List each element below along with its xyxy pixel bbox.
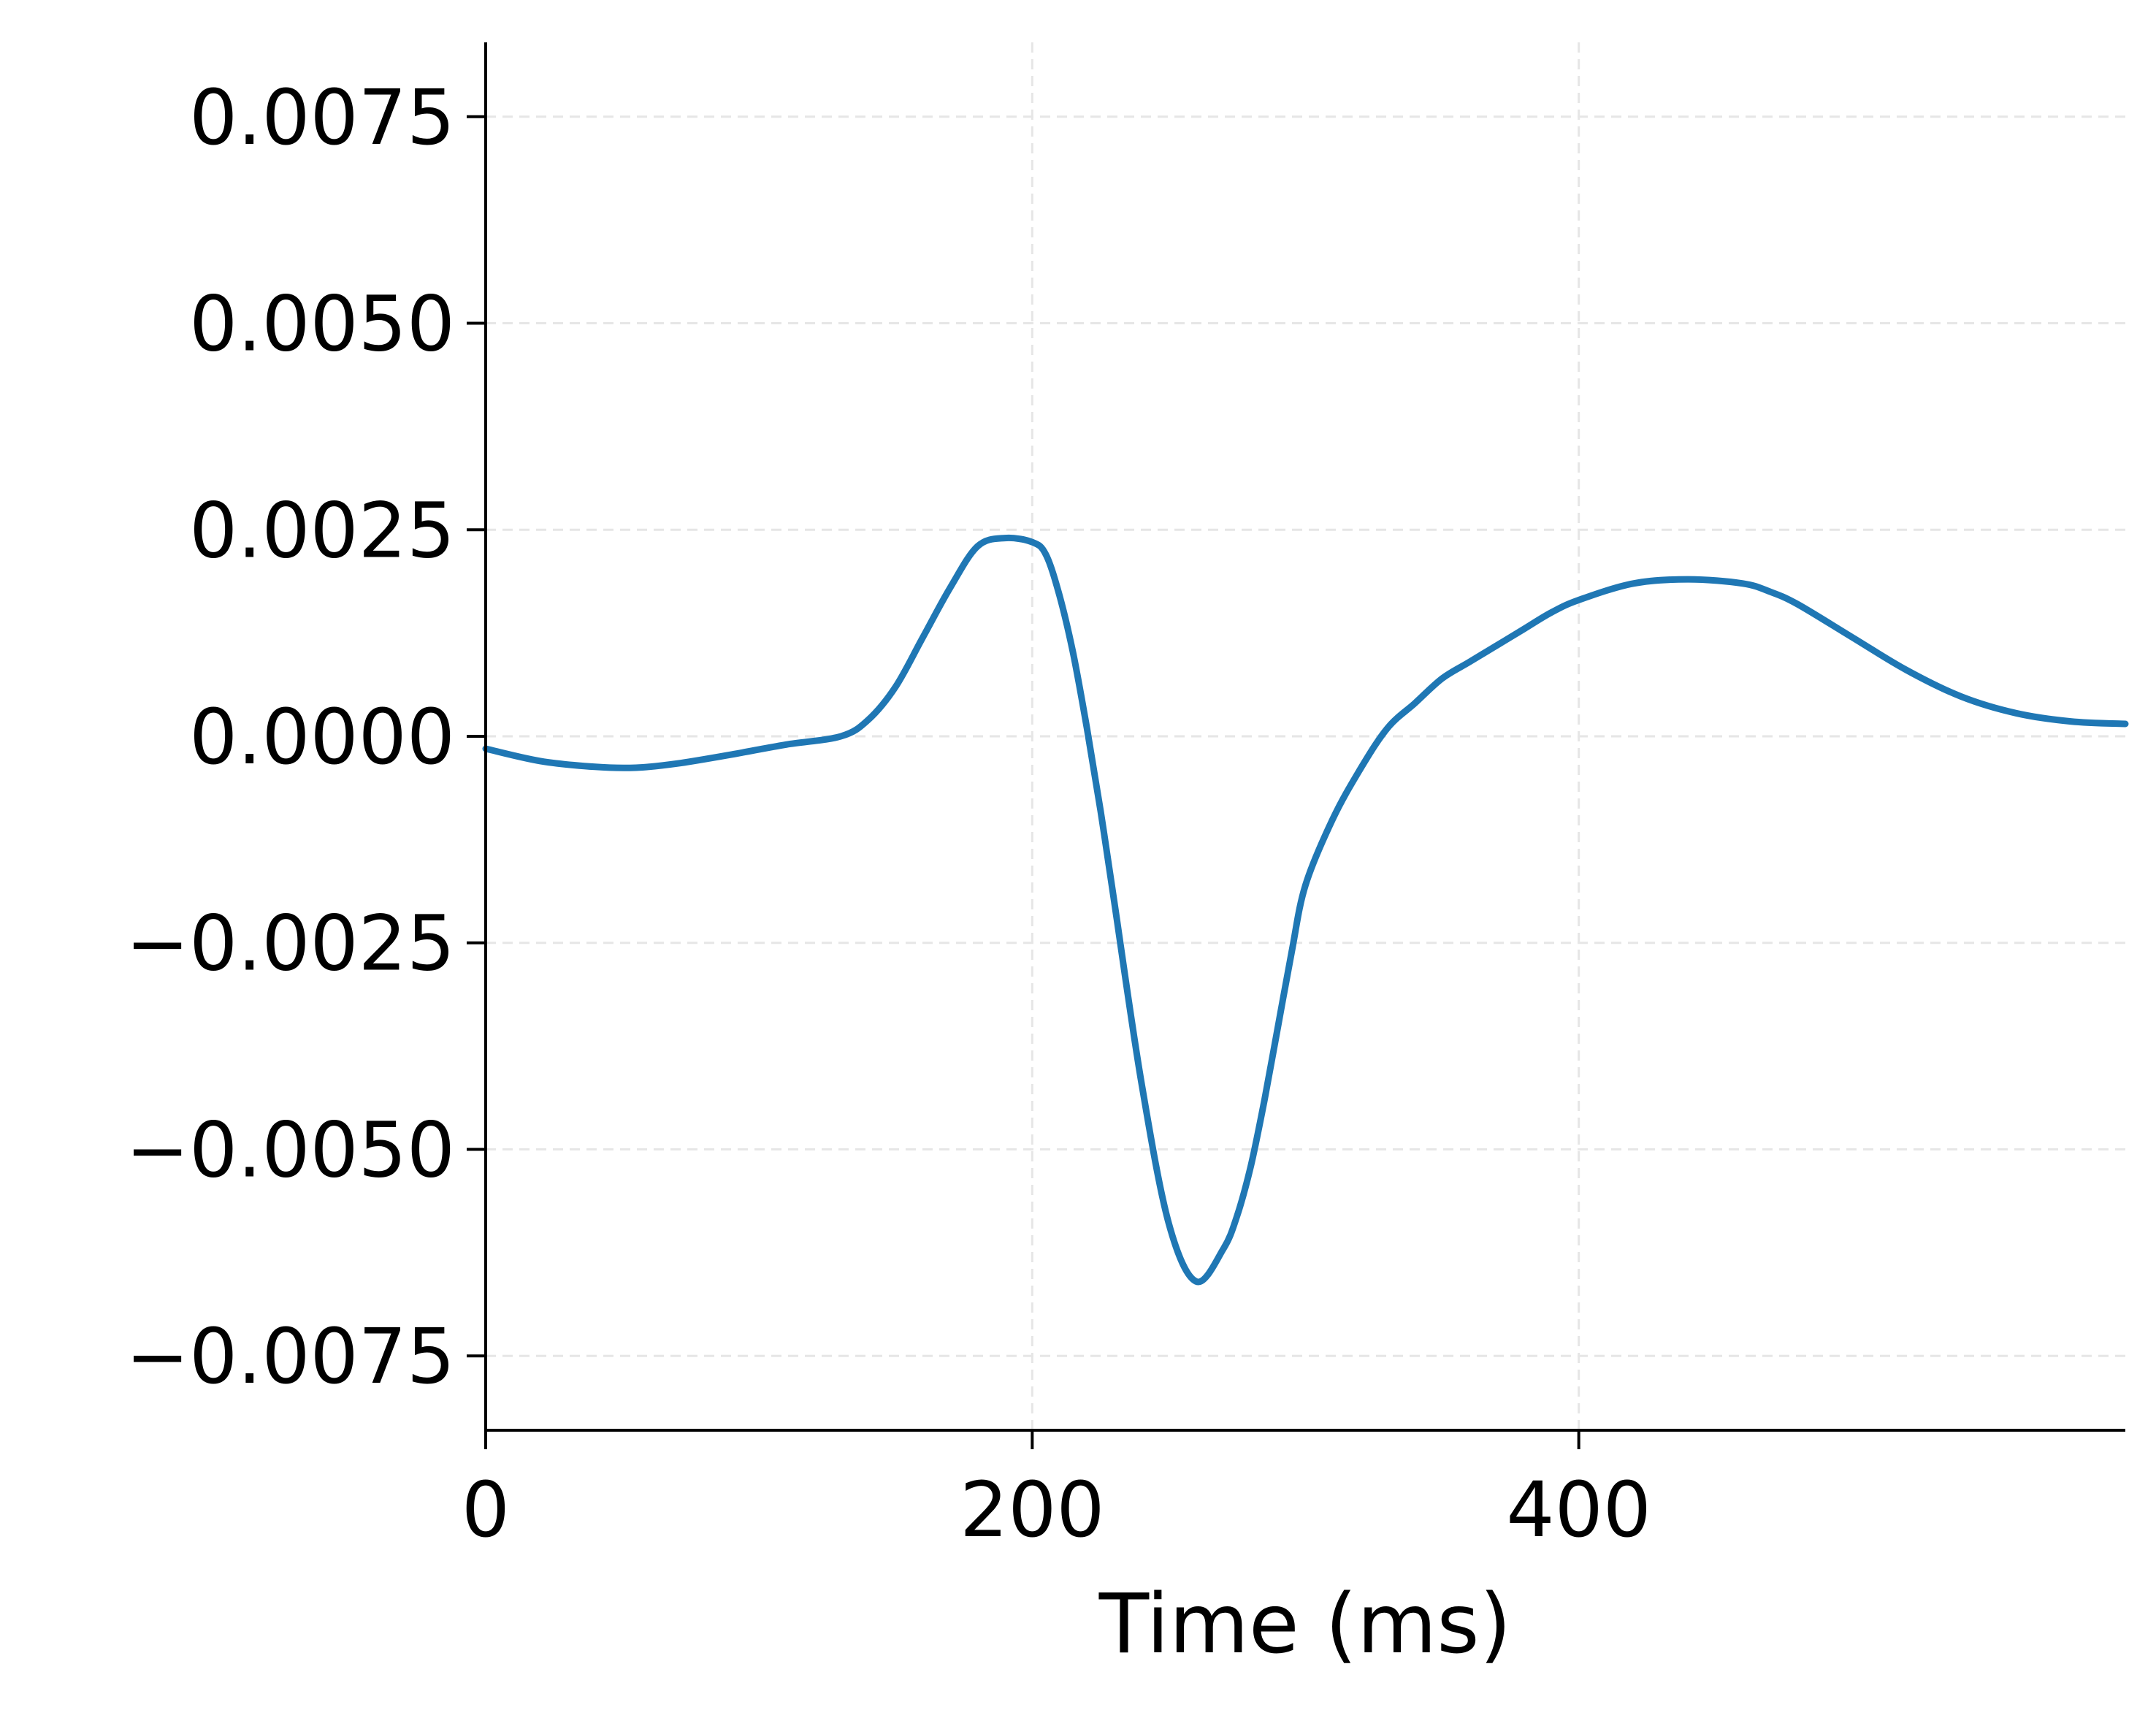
x-tick-label: 0 [462, 1465, 510, 1554]
y-axis-ticks: 0.0075 0.0050 0.0025 0.0000 −0.0025 −0.0050 −0… [126, 73, 486, 1401]
x-axis-ticks: 0 200 400 [462, 1430, 1651, 1554]
x-tick-label: 200 [960, 1465, 1105, 1554]
grid-lines [484, 42, 2125, 1430]
series-line [482, 534, 2129, 1286]
y-tick-label: −0.0025 [126, 899, 455, 988]
y-tick-label: −0.0050 [126, 1105, 455, 1194]
y-tick-label: 0.0000 [189, 692, 455, 782]
x-tick-label: 400 [1506, 1465, 1651, 1554]
y-tick-label: 0.0025 [189, 486, 455, 575]
y-tick-label: −0.0075 [126, 1312, 455, 1401]
x-axis-label: Time (ms) [1098, 1577, 1512, 1672]
y-tick-label: 0.0050 [189, 280, 455, 369]
y-tick-label: 0.0075 [189, 73, 455, 162]
